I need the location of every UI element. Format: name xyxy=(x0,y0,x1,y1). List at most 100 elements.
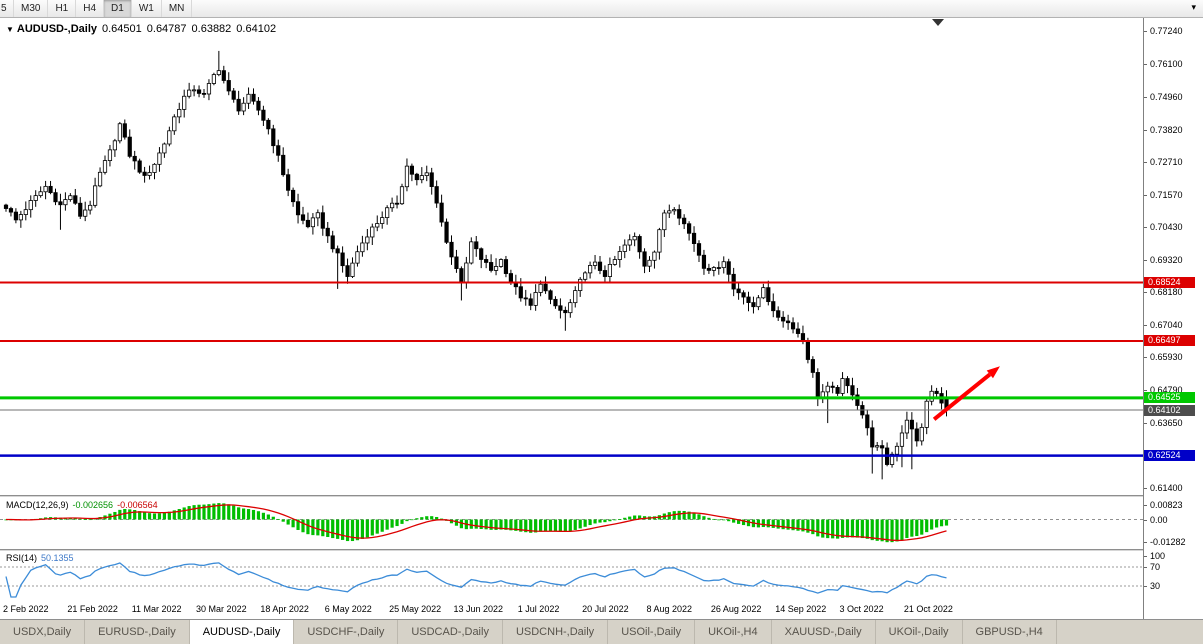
date-label: 14 Sep 2022 xyxy=(775,604,827,614)
price-tick: 0.64790 xyxy=(1150,385,1183,396)
candlesticks xyxy=(3,50,949,480)
tick-mark xyxy=(1144,542,1147,544)
timeframe-button-h4[interactable]: H4 xyxy=(76,0,105,17)
tick-mark xyxy=(1144,227,1147,229)
macd-indicator-label: MACD(12,26,9) -0.002656 -0.006564 xyxy=(6,500,158,510)
tab-usdcnh-daily[interactable]: USDCNH-,Daily xyxy=(503,620,609,644)
price-tick: 0.71570 xyxy=(1150,189,1183,200)
tick-mark xyxy=(1144,31,1147,32)
rsi-tick: 30 xyxy=(1150,581,1161,591)
chart-symbol-label: ▼ AUDUSD-,Daily 0.64501 0.64787 0.63882 0.641… xyxy=(6,23,276,35)
rsi-panel-canvas[interactable] xyxy=(0,551,1143,599)
price-tick: 0.69320 xyxy=(1150,254,1183,265)
price-tick: 0.68180 xyxy=(1150,287,1183,298)
panel-separator[interactable] xyxy=(0,549,1203,551)
tick-mark xyxy=(1144,259,1147,261)
timeframe-button-mn[interactable]: MN xyxy=(162,0,193,17)
timeframe-button-d1[interactable]: D1 xyxy=(104,0,132,17)
date-label: 13 Jun 2022 xyxy=(453,604,503,614)
price-tag-0.68524: 0.68524 xyxy=(1144,276,1195,288)
price-tick: 0.72710 xyxy=(1150,156,1183,167)
tick-mark xyxy=(1144,194,1147,196)
macd-signal-value: -0.006564 xyxy=(117,500,158,510)
price-tick: 0.74960 xyxy=(1150,91,1183,102)
tick-mark xyxy=(1144,567,1147,568)
tab-ukoil-daily[interactable]: UKOil-,Daily xyxy=(876,620,963,644)
timeframe-button-5[interactable]: 5 xyxy=(0,0,14,17)
date-label: 18 Apr 2022 xyxy=(260,604,309,614)
chart-menu-icon[interactable]: ▼ xyxy=(6,25,14,34)
date-label: 8 Aug 2022 xyxy=(646,604,693,614)
tick-mark xyxy=(1144,292,1147,294)
tick-mark xyxy=(1144,488,1147,489)
date-label: 3 Oct 2022 xyxy=(839,604,884,614)
ohlc-low: 0.63882 xyxy=(191,23,232,35)
tick-mark xyxy=(1144,390,1147,392)
tick-mark xyxy=(1144,357,1147,359)
rsi-tick: 100 xyxy=(1150,551,1166,561)
macd-name: MACD(12,26,9) xyxy=(6,500,69,510)
macd-signal-line xyxy=(5,504,947,542)
tick-mark xyxy=(1144,556,1147,557)
price-tag-0.64525: 0.64525 xyxy=(1144,392,1195,404)
price-tick: 0.70430 xyxy=(1150,222,1183,233)
tick-mark xyxy=(1144,63,1147,65)
date-label: 11 Mar 2022 xyxy=(131,604,182,614)
date-label: 21 Oct 2022 xyxy=(903,604,953,614)
tab-ukoil-h4[interactable]: UKOil-,H4 xyxy=(695,620,772,644)
macd-tick: 0.00823 xyxy=(1150,499,1183,510)
rsi-tick: 70 xyxy=(1150,562,1161,572)
price-axis[interactable]: 0.77240 0.76100 0.74960 0.73820 0.72710 0.715… xyxy=(1143,18,1203,619)
timeframe-toolbar: 5 M30 H1 H4 D1 W1 MN ▾ xyxy=(0,0,1203,18)
tab-eurusd-daily[interactable]: EURUSD-,Daily xyxy=(85,620,190,644)
price-tick: 0.65930 xyxy=(1150,352,1183,363)
tick-mark xyxy=(1144,96,1147,98)
ohlc-high: 0.64787 xyxy=(146,23,187,35)
date-label: 2 Feb 2022 xyxy=(3,604,49,614)
date-label: 20 Jul 2022 xyxy=(582,604,629,614)
panel-separator[interactable] xyxy=(0,495,1203,497)
price-tick: 0.67040 xyxy=(1150,320,1183,331)
timeframe-button-h1[interactable]: H1 xyxy=(48,0,77,17)
ohlc-open: 0.64501 xyxy=(102,23,142,35)
timeframe-button-w1[interactable]: W1 xyxy=(132,0,162,17)
trend-arrow-annotation[interactable] xyxy=(932,366,1000,421)
toolbar-dropdown-icon[interactable]: ▾ xyxy=(1191,2,1196,12)
current-price-tag: 0.64102 xyxy=(1144,404,1195,416)
price-tick: 0.77240 xyxy=(1150,26,1183,36)
date-label: 21 Feb 2022 xyxy=(67,604,118,614)
tab-usdcad-daily[interactable]: USDCAD-,Daily xyxy=(398,620,503,644)
price-tick: 0.76100 xyxy=(1150,58,1183,69)
macd-tick: -0.01282 xyxy=(1150,537,1186,548)
tab-usdx-daily[interactable]: USDX,Daily xyxy=(0,620,86,644)
chart-tab-bar: USDX,Daily EURUSD-,Daily AUDUSD-,Daily USDC… xyxy=(0,619,1203,644)
chart-shift-marker[interactable] xyxy=(932,19,944,26)
tab-xauusd-daily[interactable]: XAUUSD-,Daily xyxy=(772,620,876,644)
tick-mark xyxy=(1144,129,1147,131)
timeframe-button-m30[interactable]: M30 xyxy=(14,0,49,17)
tab-gbpusd-h4[interactable]: GBPUSD-,H4 xyxy=(963,620,1057,644)
date-label: 30 Mar 2022 xyxy=(196,604,247,614)
price-tick: 0.63650 xyxy=(1150,418,1183,429)
price-chart-canvas[interactable] xyxy=(0,18,1143,495)
ohlc-close: 0.64102 xyxy=(236,23,277,35)
date-label: 25 May 2022 xyxy=(389,604,442,614)
rsi-value: 50.1355 xyxy=(41,553,74,563)
macd-panel-canvas[interactable] xyxy=(0,497,1143,549)
price-tick: 0.61400 xyxy=(1150,483,1183,493)
tab-usoil-daily[interactable]: USOil-,Daily xyxy=(608,620,696,644)
tick-mark xyxy=(1144,504,1147,506)
symbol-name: AUDUSD-,Daily xyxy=(16,23,97,35)
tick-mark xyxy=(1144,325,1147,327)
price-tick: 0.73820 xyxy=(1150,124,1183,135)
price-tag-0.66497: 0.66497 xyxy=(1144,335,1195,347)
date-label: 1 Jul 2022 xyxy=(517,604,560,614)
tab-usdchf-daily[interactable]: USDCHF-,Daily xyxy=(294,620,399,644)
tick-mark xyxy=(1144,586,1147,587)
tab-audusd-daily[interactable]: AUDUSD-,Daily xyxy=(189,620,295,644)
time-axis[interactable]: 2 Feb 2022 21 Feb 2022 11 Mar 2022 30 Mar 2… xyxy=(0,599,1143,619)
date-label: 6 May 2022 xyxy=(324,604,372,614)
price-tag-0.62524: 0.62524 xyxy=(1144,450,1195,462)
rsi-name: RSI(14) xyxy=(6,553,38,563)
